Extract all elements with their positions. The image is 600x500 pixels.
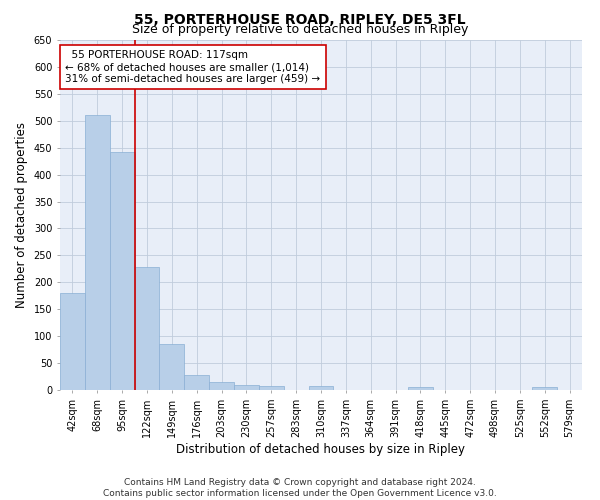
Bar — [160, 344, 184, 390]
Bar — [259, 386, 284, 390]
Bar — [532, 388, 557, 390]
Bar — [85, 116, 110, 390]
Bar — [60, 293, 85, 390]
Bar — [308, 386, 334, 390]
X-axis label: Distribution of detached houses by size in Ripley: Distribution of detached houses by size … — [176, 442, 466, 456]
Bar — [110, 152, 134, 390]
Bar — [234, 384, 259, 390]
Text: Size of property relative to detached houses in Ripley: Size of property relative to detached ho… — [132, 22, 468, 36]
Text: 55 PORTERHOUSE ROAD: 117sqm
← 68% of detached houses are smaller (1,014)
31% of : 55 PORTERHOUSE ROAD: 117sqm ← 68% of det… — [65, 50, 320, 84]
Text: Contains HM Land Registry data © Crown copyright and database right 2024.
Contai: Contains HM Land Registry data © Crown c… — [103, 478, 497, 498]
Y-axis label: Number of detached properties: Number of detached properties — [15, 122, 28, 308]
Text: 55, PORTERHOUSE ROAD, RIPLEY, DE5 3FL: 55, PORTERHOUSE ROAD, RIPLEY, DE5 3FL — [134, 12, 466, 26]
Bar — [184, 375, 209, 390]
Bar — [408, 388, 433, 390]
Bar — [209, 382, 234, 390]
Bar — [134, 267, 160, 390]
